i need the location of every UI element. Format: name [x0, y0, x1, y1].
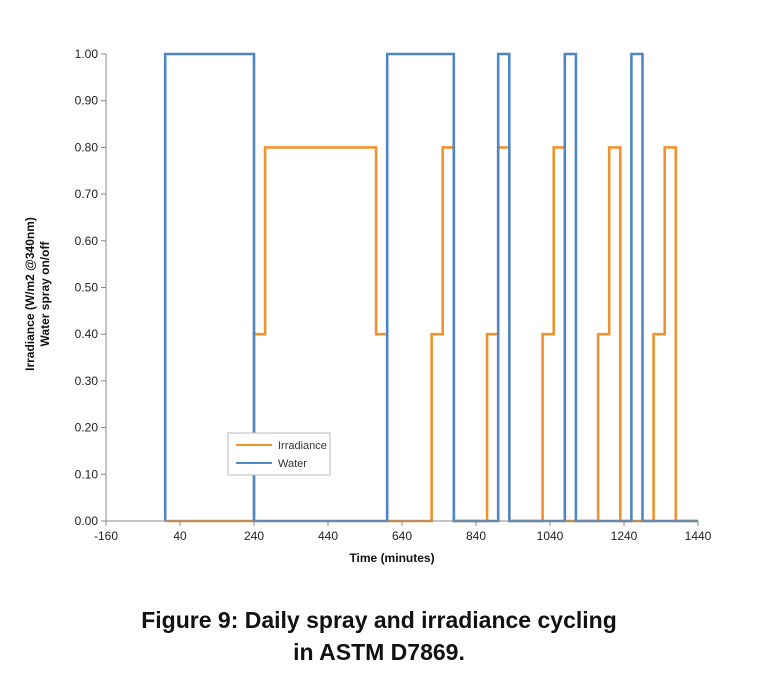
x-tick-label: 1440: [685, 529, 712, 543]
legend: Irradiance Water: [227, 432, 331, 476]
x-tick-label: 640: [392, 529, 412, 543]
y-tick-label: 0.40: [75, 327, 99, 341]
legend-label-irradiance: Irradiance: [278, 440, 327, 452]
x-tick-label: 240: [244, 529, 264, 543]
y-tick-label: 0.00: [75, 514, 99, 528]
y-tick-label: 0.90: [75, 94, 99, 108]
figure-caption: Figure 9: Daily spray and irradiance cyc…: [0, 604, 758, 668]
y-axis-title-line-2: Water spray on/off: [38, 241, 52, 347]
chart: 0.00 0.10 0.20 0.30 0.40 0.50 0.60 0.70 0.80 0.90…: [23, 47, 712, 565]
x-tick-label: -160: [94, 529, 118, 543]
caption-line-1: Figure 9: Daily spray and irradiance cyc…: [141, 607, 617, 633]
y-tick-label: 1.00: [75, 47, 99, 61]
x-tick-label: 40: [173, 529, 187, 543]
y-tick-label: 0.60: [75, 234, 99, 248]
y-axis-title-line-1: Irradiance (W/m2 @340nm): [23, 217, 37, 371]
x-tick-label: 440: [318, 529, 338, 543]
y-tick-label: 0.70: [75, 187, 99, 201]
legend-label-water: Water: [278, 458, 307, 470]
y-tick-label: 0.30: [75, 374, 99, 388]
y-tick-label: 0.20: [75, 421, 99, 435]
legend-box: [227, 432, 331, 476]
y-tick-label: 0.80: [75, 140, 99, 154]
x-tick-label: 1240: [611, 529, 638, 543]
x-tick-label: 840: [466, 529, 486, 543]
caption-line-2: in ASTM D7869.: [293, 639, 465, 665]
y-tick-label: 0.50: [75, 281, 99, 295]
y-tick-label: 0.10: [75, 467, 99, 481]
x-axis-title: Time (minutes): [349, 551, 434, 565]
ticks-layer: 0.00 0.10 0.20 0.30 0.40 0.50 0.60 0.70 0.80 0.90…: [75, 47, 712, 543]
x-tick-label: 1040: [537, 529, 564, 543]
